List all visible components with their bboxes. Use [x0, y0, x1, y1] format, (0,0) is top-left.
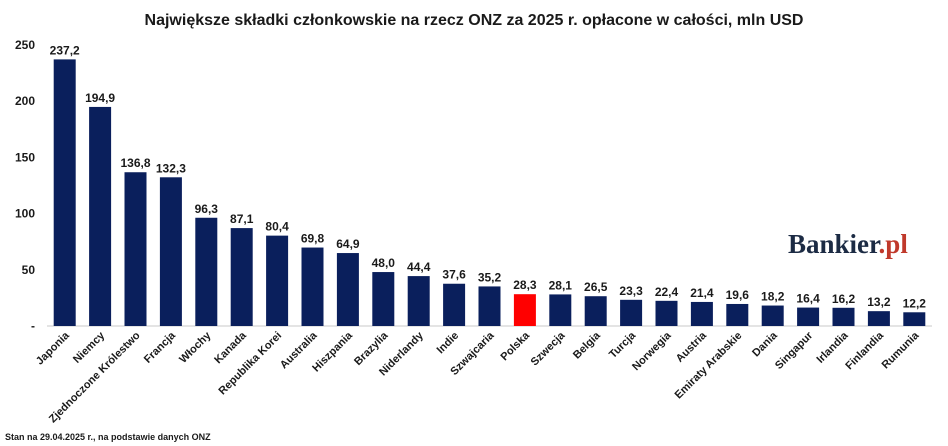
bar — [655, 300, 678, 326]
data-label: 44,4 — [407, 260, 431, 274]
x-tick-label: Singapur — [773, 329, 816, 372]
bar — [301, 247, 324, 326]
bar — [620, 299, 643, 326]
data-label: 26,5 — [584, 280, 608, 294]
bars-group — [53, 59, 926, 326]
data-label: 22,4 — [655, 285, 679, 299]
data-label: 28,1 — [549, 278, 573, 292]
data-label: 64,9 — [336, 237, 360, 251]
footnote: Stan na 29.04.2025 r., na podstawie dany… — [5, 432, 211, 442]
data-label: 136,8 — [120, 156, 150, 170]
x-tick-label: Dania — [750, 329, 780, 359]
bar — [832, 307, 855, 326]
data-label: 194,9 — [85, 91, 115, 105]
chart-title: Największe składki członkowskie na rzecz… — [145, 12, 804, 29]
data-label: 16,4 — [796, 292, 820, 306]
y-tick-label: 50 — [22, 263, 36, 277]
bar — [266, 235, 289, 326]
data-label: 96,3 — [195, 202, 219, 216]
x-tick-label: Indie — [435, 330, 462, 357]
x-tick-label: Turcja — [607, 329, 639, 361]
data-label: 35,2 — [478, 270, 502, 284]
x-tick-label: Japonia — [34, 329, 73, 368]
bar — [903, 312, 926, 326]
data-label: 12,2 — [903, 296, 927, 310]
bar — [867, 311, 890, 326]
data-label: 19,6 — [726, 288, 750, 302]
bankier-logo: Bankier.pl — [788, 229, 908, 259]
bar — [159, 177, 182, 326]
bankier-logo-name: Bankier — [788, 229, 881, 259]
bar — [761, 305, 784, 326]
data-label: 13,2 — [867, 295, 891, 309]
data-label: 28,3 — [513, 278, 537, 292]
y-tick-label: 100 — [15, 207, 35, 221]
data-label: 87,1 — [230, 212, 254, 226]
bar — [124, 172, 147, 326]
x-tick-label: Francja — [142, 329, 179, 366]
data-label: 132,3 — [156, 161, 186, 175]
y-tick-label: 250 — [15, 38, 35, 52]
data-label: 21,4 — [690, 286, 714, 300]
bar — [726, 303, 749, 326]
data-label: 37,6 — [442, 268, 466, 282]
bar — [584, 296, 607, 326]
bar — [195, 217, 218, 326]
bar — [53, 59, 76, 326]
x-tick-label: Szwecja — [529, 329, 568, 368]
bar — [407, 276, 430, 326]
y-tick-label: - — [31, 319, 35, 333]
x-tick-label: Finlandia — [843, 329, 886, 372]
x-tick-label: Norwegia — [630, 329, 674, 373]
bankier-logo-suffix: .pl — [879, 229, 909, 259]
data-label: 69,8 — [301, 232, 325, 246]
x-tick-label: Austria — [674, 329, 710, 365]
x-tick-label: Rumunia — [880, 329, 922, 371]
x-tick-label: Polska — [498, 329, 532, 363]
data-label: 23,3 — [619, 284, 643, 298]
bar — [478, 286, 501, 326]
x-tick-label: Belgia — [571, 329, 603, 361]
x-tick-label: Włochy — [177, 329, 214, 366]
x-tick-label: Republika Korei — [217, 330, 285, 398]
data-label: 80,4 — [265, 220, 289, 234]
bar — [443, 283, 466, 326]
bar — [230, 228, 253, 326]
bar — [372, 272, 395, 326]
y-tick-label: 150 — [15, 150, 35, 164]
data-label: 18,2 — [761, 290, 785, 304]
bar — [797, 307, 820, 326]
y-axis: - 50 100 150 200 250 — [15, 38, 35, 333]
data-label: 48,0 — [372, 256, 396, 270]
y-tick-label: 200 — [15, 94, 35, 108]
bar — [549, 294, 572, 326]
bar — [513, 294, 536, 326]
bar — [336, 253, 359, 326]
bar — [690, 301, 713, 326]
bar — [89, 106, 112, 326]
data-label: 16,2 — [832, 292, 856, 306]
data-labels-group: 237,2 194,9 136,8 132,3 96,3 87,1 80,4 69,8 64,9… — [50, 43, 927, 310]
data-label: 237,2 — [50, 43, 80, 57]
x-tick-label: Emiraty Arabskie — [673, 330, 745, 402]
